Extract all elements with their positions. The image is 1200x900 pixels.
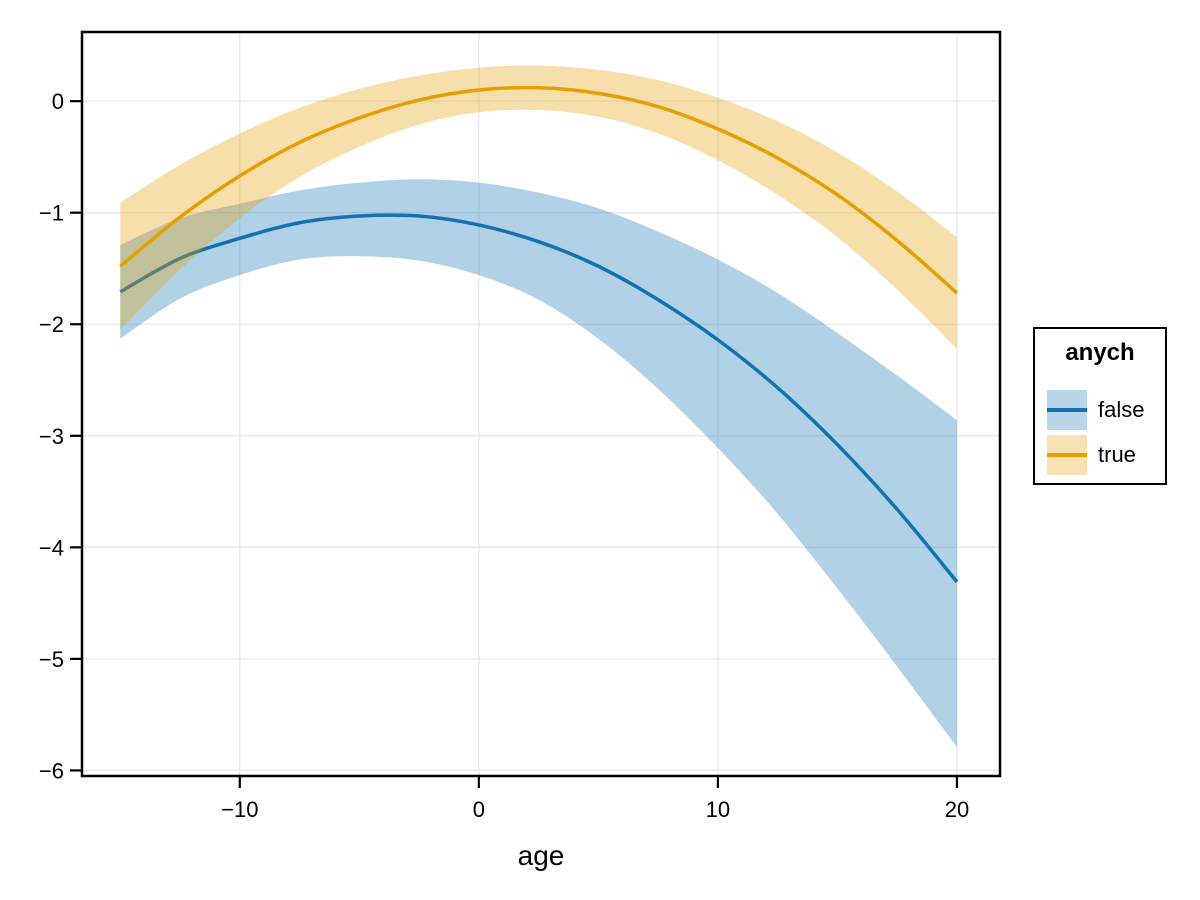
y-tick-label: −3	[39, 424, 64, 449]
legend-title: anych	[1065, 339, 1135, 366]
x-tick-label: 0	[473, 797, 485, 822]
series-layer	[119, 65, 959, 748]
confidence-band-false	[120, 179, 957, 748]
y-tick-label: −2	[39, 312, 64, 337]
y-tick-label: −1	[39, 201, 64, 226]
trend-line-false	[119, 213, 959, 584]
x-axis-label: age	[518, 840, 565, 871]
legend-line-false-icon	[1047, 408, 1087, 412]
legend-swatch-false	[1047, 390, 1087, 430]
y-tick-label: 0	[52, 89, 64, 114]
x-tick-label: 20	[945, 797, 969, 822]
legend-label-true: true	[1098, 442, 1136, 467]
legend-line-true-icon	[1047, 453, 1087, 457]
x-tick-label: 10	[706, 797, 730, 822]
trend-line-true	[119, 85, 959, 295]
legend-label-false: false	[1098, 397, 1145, 422]
y-tick-label: −6	[39, 758, 64, 783]
x-tick-label: −10	[221, 797, 258, 822]
legend-item-true: true	[1047, 435, 1165, 475]
y-tick-label: −5	[39, 647, 64, 672]
confidence-band-true	[120, 65, 957, 349]
y-tick-label: −4	[39, 535, 64, 560]
axis-layer: −10 0 10 20 0 −1 −2 −3 −4 −5 −6	[39, 89, 969, 822]
legend-item-false: false	[1047, 390, 1165, 430]
legend-swatch-true	[1047, 435, 1087, 475]
plot-frame	[80, 30, 1002, 778]
legend: anych false true	[1033, 327, 1167, 485]
grid-layer	[82, 32, 1000, 776]
